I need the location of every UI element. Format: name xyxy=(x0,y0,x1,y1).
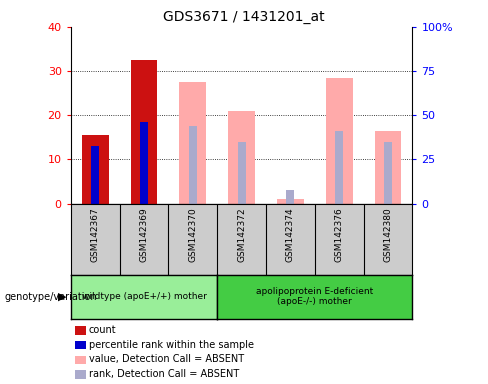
Bar xyxy=(228,111,255,204)
Bar xyxy=(180,82,206,204)
Text: rank, Detection Call = ABSENT: rank, Detection Call = ABSENT xyxy=(89,369,239,379)
Bar xyxy=(384,142,392,204)
Bar xyxy=(91,146,99,204)
Bar xyxy=(286,190,294,204)
Text: wildtype (apoE+/+) mother: wildtype (apoE+/+) mother xyxy=(81,292,206,301)
Text: GSM142374: GSM142374 xyxy=(286,207,295,262)
Bar xyxy=(335,131,343,204)
Text: genotype/variation: genotype/variation xyxy=(5,291,98,302)
Text: apolipoprotein E-deficient
(apoE-/-) mother: apolipoprotein E-deficient (apoE-/-) mot… xyxy=(256,287,373,306)
Text: GSM142369: GSM142369 xyxy=(140,207,148,262)
Bar xyxy=(131,60,157,204)
Text: percentile rank within the sample: percentile rank within the sample xyxy=(89,340,254,350)
Text: GDS3671 / 1431201_at: GDS3671 / 1431201_at xyxy=(163,10,325,23)
Text: GSM142370: GSM142370 xyxy=(188,207,197,262)
Bar xyxy=(189,126,197,204)
Bar xyxy=(277,199,304,204)
Bar xyxy=(238,142,245,204)
Bar xyxy=(375,131,401,204)
Text: GSM142372: GSM142372 xyxy=(237,207,246,262)
Text: GSM142376: GSM142376 xyxy=(335,207,344,262)
Bar xyxy=(82,135,108,204)
Text: count: count xyxy=(89,325,117,335)
Text: GSM142380: GSM142380 xyxy=(384,207,392,262)
Text: ▶: ▶ xyxy=(58,291,66,302)
Bar xyxy=(140,122,148,204)
Text: GSM142367: GSM142367 xyxy=(91,207,100,262)
Text: value, Detection Call = ABSENT: value, Detection Call = ABSENT xyxy=(89,354,244,364)
Bar xyxy=(326,78,352,204)
